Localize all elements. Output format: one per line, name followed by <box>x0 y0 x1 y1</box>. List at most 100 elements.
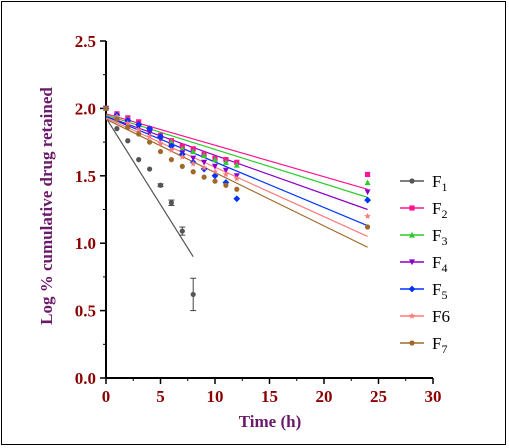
y-tick-label: 1.5 <box>75 167 96 186</box>
series-4-point <box>146 130 153 136</box>
y-tick-label: 0.0 <box>75 369 96 388</box>
series-5-point <box>157 133 164 141</box>
series-4-point <box>222 167 229 174</box>
series-7-point <box>223 182 229 188</box>
legend-entry-4-subscript: 4 <box>441 261 447 275</box>
series-5-point <box>168 142 175 150</box>
series-3-point <box>168 138 175 145</box>
series-7-point <box>136 131 142 137</box>
series-1-point <box>125 138 131 144</box>
series-7-point <box>365 224 371 230</box>
series-7-point <box>179 163 185 169</box>
legend-entry-3-name: F <box>432 226 441 245</box>
legend-entry-1-name: F <box>432 172 441 191</box>
series-7-fit-line <box>105 118 368 248</box>
series-4-point <box>201 159 208 166</box>
series-7-point <box>125 124 131 130</box>
legend-entry-1-subscript: 1 <box>441 180 447 194</box>
series-1-point <box>157 182 164 188</box>
series-6-point <box>189 160 197 167</box>
legend-entry-2-name: F <box>432 199 441 218</box>
series-7-point <box>147 139 153 145</box>
legend-entry-4-name: F <box>432 253 441 272</box>
series-1-point <box>179 228 185 234</box>
series-7-point <box>201 174 207 180</box>
legend-entry-2-marker <box>409 205 415 211</box>
legend-entry-6-marker <box>408 312 416 319</box>
series-4-point <box>212 163 218 170</box>
series-3-point <box>364 179 371 186</box>
series-3-point <box>201 152 208 159</box>
legend-entry-7-name: F <box>432 334 441 353</box>
legend-entry-5-subscript: 5 <box>441 288 447 302</box>
series-2-point <box>365 171 371 178</box>
error-bars <box>157 183 197 312</box>
series-6-point <box>157 140 164 147</box>
series-5-point <box>211 172 219 180</box>
legend-entry-2-label: F2 <box>432 199 447 221</box>
series-5-point <box>135 121 143 128</box>
legend-entry-4-marker <box>409 259 415 266</box>
series-1-point <box>147 166 153 172</box>
series-7-point <box>234 186 240 192</box>
series-6-point <box>364 212 371 219</box>
data-points <box>102 105 371 298</box>
legend-entry-7-marker <box>409 340 415 346</box>
x-tick-label: 10 <box>207 387 224 406</box>
series-6-point <box>168 146 175 153</box>
legend-entry-3-marker <box>409 231 415 238</box>
series-3-fit-line <box>105 114 368 198</box>
series-7-point <box>190 169 196 175</box>
legend-entry-6-name: F6 <box>432 307 450 326</box>
series-5-point <box>233 195 241 203</box>
series-7-point <box>114 116 120 122</box>
legend-entry-7-subscript: 7 <box>441 342 447 356</box>
y-tick-label: 1.0 <box>75 234 96 253</box>
fit-lines <box>105 113 368 257</box>
y-tick-label: 0.5 <box>75 302 96 321</box>
series-1-point <box>114 126 120 132</box>
x-tick-label: 25 <box>370 387 387 406</box>
series-6-point <box>211 168 219 175</box>
y-axis-title: Log % cumulative drug retained <box>37 87 56 325</box>
series-6-point <box>135 126 142 133</box>
x-tick-label: 15 <box>261 387 278 406</box>
x-axis-title: Time (h) <box>239 412 302 431</box>
legend-entry-3-label: F3 <box>432 226 447 248</box>
series-1-point <box>136 157 142 163</box>
series-6-point <box>124 119 132 126</box>
series-1-point <box>168 200 174 206</box>
x-tick-label: 0 <box>102 387 111 406</box>
legend-entry-3-subscript: 3 <box>441 234 447 248</box>
legend-entry-5-name: F <box>432 280 441 299</box>
x-tick-label: 5 <box>156 387 165 406</box>
series-5-point <box>364 196 371 204</box>
series-7-point <box>157 148 164 155</box>
series-4-point <box>364 189 371 196</box>
series-5-fit-line <box>105 115 368 227</box>
axes <box>100 40 434 384</box>
series-4-point <box>190 155 197 162</box>
legend-entry-7-label: F7 <box>432 334 447 356</box>
legend-entry-5-marker <box>408 285 416 293</box>
series-7-point <box>103 105 109 111</box>
series-7-point <box>212 178 218 184</box>
series-6-point <box>222 171 230 178</box>
y-tick-label: 2.0 <box>75 99 96 118</box>
tick-labels: 0 5 10 15 20 25 30 0.0 0.5 1.0 1.5 2.0 2.5 <box>75 32 442 406</box>
x-tick-label: 30 <box>425 387 442 406</box>
series-3-point <box>212 156 218 163</box>
legend-entry-4-label: F4 <box>432 253 447 275</box>
series-6-point <box>200 164 208 171</box>
series-6-point <box>146 133 153 140</box>
series-6-point <box>179 153 186 160</box>
series-5-point <box>146 125 153 133</box>
legend-entry-1-label: F1 <box>432 172 447 194</box>
series-3-point <box>233 161 240 168</box>
series-3-point <box>179 145 186 152</box>
series-3-point <box>222 159 229 165</box>
legend-entry-5-label: F5 <box>432 280 447 302</box>
